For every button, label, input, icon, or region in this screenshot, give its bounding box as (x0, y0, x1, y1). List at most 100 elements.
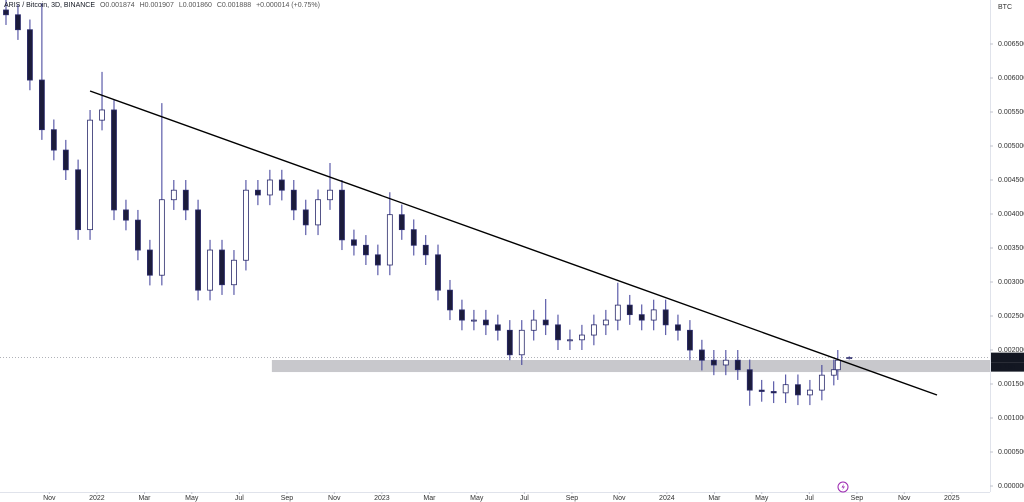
x-tick-label: May (470, 495, 484, 502)
candle-body (687, 329, 693, 351)
legend-low: L0.001860 (179, 2, 212, 9)
x-tick-label: Jul (520, 495, 529, 502)
replay-icon[interactable] (837, 481, 849, 493)
candle-body (422, 244, 429, 256)
candle-body (494, 324, 501, 331)
x-tick-label: Nov (898, 495, 911, 502)
candle-body (758, 389, 765, 392)
candle-body (111, 109, 117, 211)
x-tick-label: Mar (423, 495, 436, 502)
x-tick-label: Jul (805, 495, 814, 502)
candle-body (135, 219, 141, 251)
candle-body (746, 369, 753, 391)
candle-body (3, 9, 9, 16)
candle-body (579, 334, 585, 341)
candle-body (219, 249, 225, 286)
candle-body (255, 189, 261, 196)
x-tick-label: Jul (235, 495, 244, 502)
trendline (89, 90, 938, 396)
candle-body (302, 209, 309, 226)
candle-body (530, 319, 537, 331)
x-tick-label: 2024 (659, 495, 675, 502)
candle-body (363, 244, 369, 256)
x-tick-label: 2025 (944, 495, 960, 502)
candle-body (278, 179, 285, 191)
candle-body (675, 324, 681, 331)
legend-symbol: ARIS / Bitcoin, 3D, BINANCE O0.001874 H0… (4, 2, 320, 9)
candle-body (99, 109, 105, 121)
x-tick-label: 2023 (374, 495, 390, 502)
candle-body (123, 209, 129, 221)
candle-body (398, 214, 405, 231)
candle-body (266, 179, 273, 196)
candle-body (386, 214, 393, 266)
candle-body (231, 259, 237, 286)
x-tick-label: May (185, 495, 199, 502)
candle-body (795, 384, 801, 396)
y-tick-label: 0.000000 (998, 483, 1024, 490)
candle-body (614, 304, 621, 321)
candle-body (339, 189, 345, 241)
price-unit: BTC (998, 4, 1012, 11)
legend-symbol-text: ARIS / Bitcoin, 3D, BINANCE (4, 2, 95, 9)
candle-body (710, 359, 717, 366)
candle-body (435, 254, 441, 291)
candle-body (590, 324, 597, 336)
icon-bolt (841, 483, 845, 491)
legend-open: O0.001874 (100, 2, 135, 9)
candle-body (698, 349, 705, 361)
candle-body (207, 249, 213, 291)
candle-body (182, 189, 189, 211)
candle-body (243, 189, 249, 261)
legend-change: +0.000014 (+0.75%) (256, 2, 320, 9)
candle-body (555, 324, 561, 341)
candle-body (75, 169, 81, 231)
candle-body (818, 374, 825, 391)
candle-body (506, 329, 513, 356)
candle-body (50, 129, 57, 151)
legend-close: C0.001888 (217, 2, 251, 9)
candle-body (722, 359, 729, 366)
candle-body (459, 309, 465, 321)
candle-body (542, 319, 549, 326)
candle-body (482, 319, 489, 326)
countdown-box (991, 362, 1024, 372)
candle-body (146, 249, 153, 276)
x-tick-label: Sep (281, 495, 294, 502)
x-tick-label: Sep (566, 495, 579, 502)
legend-high: H0.001907 (140, 2, 174, 9)
x-tick-label: Mar (138, 495, 151, 502)
candle-body (15, 14, 21, 31)
candle-body (351, 239, 357, 246)
candle-body (846, 357, 853, 360)
countdown-label: 2d 16h (994, 364, 1016, 371)
candle-body (650, 309, 657, 321)
candle-body (662, 309, 669, 326)
x-tick-label: Nov (328, 495, 341, 502)
plot-area (0, 0, 990, 406)
x-tick-label: Mar (708, 495, 721, 502)
candle-body (782, 384, 789, 394)
candle-body (315, 199, 321, 226)
candle-body (830, 369, 837, 376)
candle-body (327, 189, 333, 201)
candle-body (170, 189, 177, 201)
candle-body (158, 199, 165, 276)
candle-body (38, 79, 45, 131)
last-price-label: 0.001888 (994, 354, 1023, 361)
candle-body (770, 391, 777, 394)
candle-body (834, 359, 841, 371)
